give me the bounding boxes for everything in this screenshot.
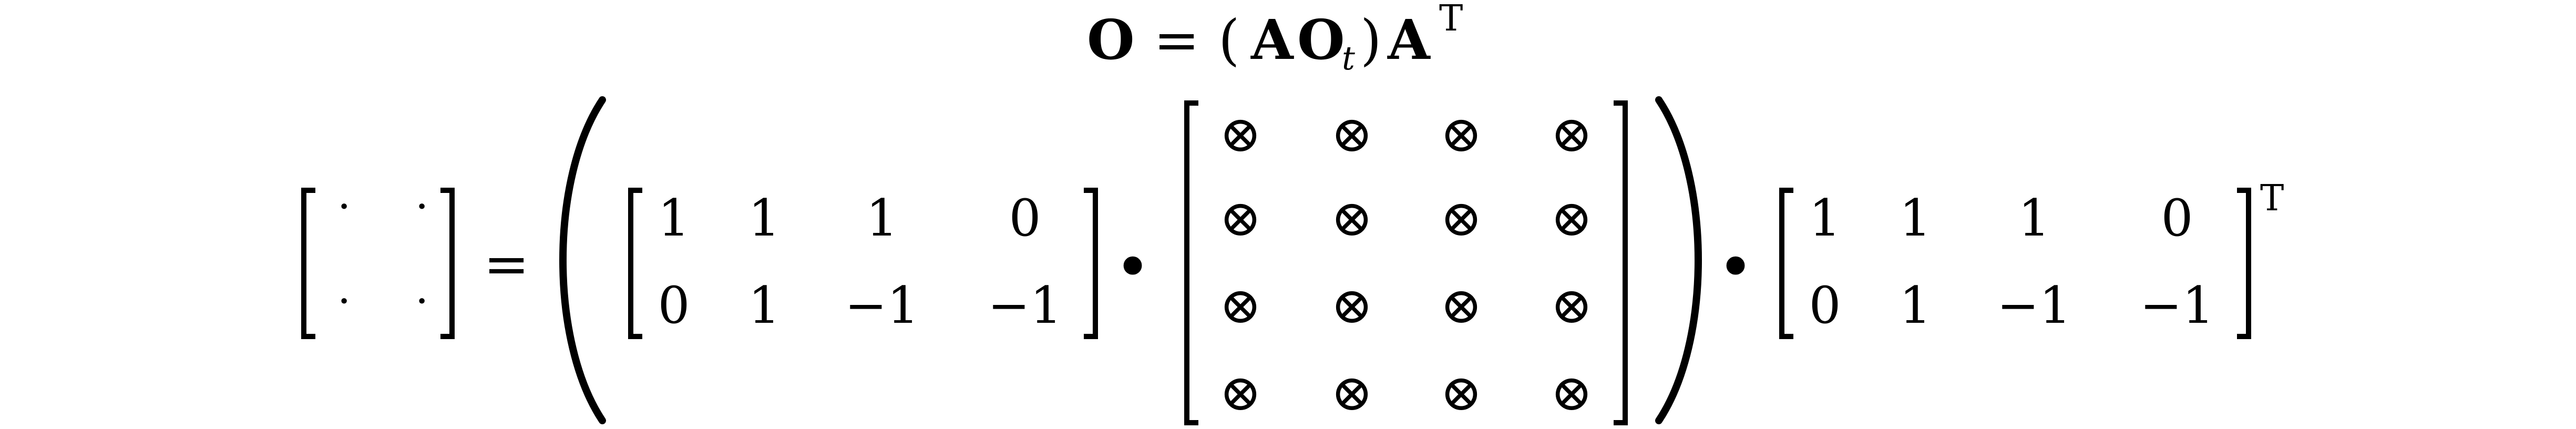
title-a2: A [1387, 7, 1431, 72]
title-subscript-t: t [1342, 39, 1355, 77]
matrix-at-cell: −1 [1997, 276, 2071, 335]
result-matrix: · · · · [301, 182, 455, 339]
result-right-bracket [440, 188, 455, 339]
big-right-paren [1655, 96, 1702, 424]
matrix-a-cell: 1 [866, 189, 898, 248]
matrix-a-cell: 0 [658, 276, 690, 335]
main-equals: = [484, 232, 529, 296]
matrix-at-left-bracket [1779, 188, 1793, 339]
tile-cell: ⊗ [1440, 105, 1482, 164]
result-cell: · [337, 277, 351, 325]
matrix-a-transposed: 1 1 1 0 0 1 −1 −1 T [1779, 178, 2284, 339]
dot-operator-2: • [1717, 231, 1754, 304]
big-left-paren [559, 96, 606, 424]
matrix-at-cell: 1 [2018, 189, 2050, 248]
matrix-a-cell: 1 [748, 276, 780, 335]
matrix-at-right-bracket [2237, 188, 2251, 339]
matrix-at-cell: 0 [2161, 189, 2193, 248]
tile-cell: ⊗ [1440, 189, 1482, 248]
title-transpose: T [1439, 0, 1463, 39]
matrix-a-cell: 1 [658, 189, 690, 248]
tile-right-bracket [1614, 100, 1628, 425]
dot-operator-1: • [1114, 231, 1152, 304]
tile-cell: ⊗ [1219, 189, 1261, 248]
matrix-a-right-bracket [1084, 188, 1098, 339]
matrix-at-cell: 1 [1899, 189, 1931, 248]
matrix-a: 1 1 1 0 0 1 −1 −1 [628, 188, 1098, 339]
result-cell: · [415, 182, 428, 231]
title-equals: = [1154, 8, 1199, 72]
matrix-a-cell: 0 [1009, 189, 1041, 248]
result-cell: · [337, 182, 351, 231]
tile-cell: ⊗ [1331, 189, 1373, 248]
tile-cell: ⊗ [1551, 363, 1593, 422]
title-a1: A [1250, 7, 1294, 72]
matrix-a-cell: 1 [748, 189, 780, 248]
matrix-a-cell: −1 [988, 276, 1062, 335]
transpose-mark: T [2260, 178, 2284, 219]
tile-cell: ⊗ [1440, 276, 1482, 335]
result-left-bracket [301, 188, 315, 339]
matrix-at-cell: −1 [2140, 276, 2214, 335]
title-equation: O = ( A O t ) A T [1087, 0, 1463, 77]
title-lparen: ( [1218, 8, 1240, 72]
tile-cell: ⊗ [1219, 105, 1261, 164]
matrix-a-left-bracket [628, 188, 642, 339]
matrix-at-cell: 0 [1809, 276, 1841, 335]
tile-cell: ⊗ [1551, 105, 1593, 164]
title-o: O [1087, 7, 1135, 72]
tile-left-bracket [1184, 100, 1198, 425]
tile-cell: ⊗ [1440, 363, 1482, 422]
matrix-at-cell: 1 [1809, 189, 1841, 248]
tile-cell: ⊗ [1331, 276, 1373, 335]
result-cell: · [415, 277, 428, 325]
matrix-a-cell: −1 [845, 276, 919, 335]
tile-cell: ⊗ [1219, 363, 1261, 422]
tile-cell: ⊗ [1331, 105, 1373, 164]
tile-matrix: ⊗ ⊗ ⊗ ⊗ ⊗ ⊗ ⊗ ⊗ ⊗ ⊗ ⊗ ⊗ ⊗ ⊗ ⊗ ⊗ [1184, 100, 1628, 425]
tile-cell: ⊗ [1551, 189, 1593, 248]
tile-cell: ⊗ [1331, 363, 1373, 422]
title-rparen: ) [1360, 8, 1382, 72]
tile-cell: ⊗ [1551, 276, 1593, 335]
title-o2: O [1297, 7, 1345, 72]
tile-cell: ⊗ [1219, 276, 1261, 335]
matrix-at-cell: 1 [1899, 276, 1931, 335]
